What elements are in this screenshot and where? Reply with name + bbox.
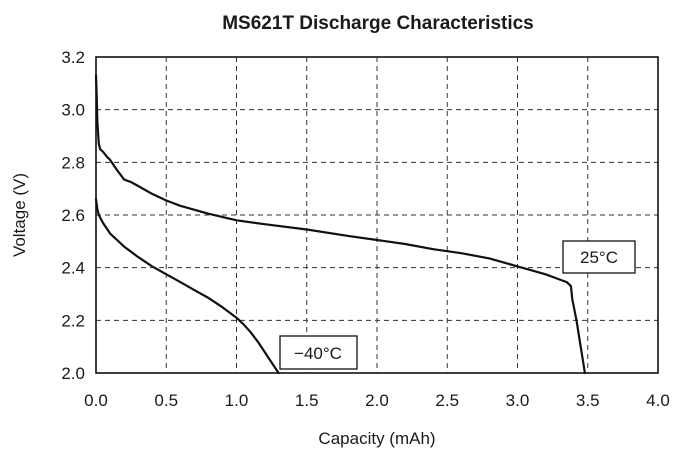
series-line-25c [94,74,586,375]
callout-minus40c-label: −40°C [294,344,342,363]
x-tick-label: 2.0 [365,391,389,410]
tick-labels: 0.0 0.5 1.0 1.5 2.0 2.5 3.0 3.5 4.0 2.0 2.2 2.4 2.6 2… [61,48,669,410]
callout-25c-label: 25°C [580,248,618,267]
y-tick-label: 2.2 [61,311,85,330]
series-line-minus40c [94,198,280,375]
callout-minus40c: −40°C [279,335,358,370]
y-tick-label: 2.4 [61,259,85,278]
y-tick-label: 3.2 [61,48,85,67]
x-tick-label: 2.5 [435,391,459,410]
y-tick-label: 2.8 [61,153,85,172]
callout-minus40c-box [279,335,358,370]
plot-frame [95,56,659,374]
callout-25c-box [562,240,636,274]
y-tick-label: 2.6 [61,206,85,225]
y-tick-label: 2.0 [61,364,85,383]
callout-25c: 25°C [562,240,636,274]
x-tick-label: 1.0 [225,391,249,410]
x-axis-label: Capacity (mAh) [318,429,435,448]
y-axis-label: Voltage (V) [10,173,29,257]
grid-lines [96,57,658,373]
chart-title: MS621T Discharge Characteristics [222,13,534,34]
x-tick-label: 0.0 [84,391,108,410]
x-tick-label: 1.5 [295,391,319,410]
x-tick-label: 0.5 [154,391,178,410]
y-tick-label: 3.0 [61,101,85,120]
series-lines [94,74,586,375]
x-tick-label: 3.5 [576,391,600,410]
x-tick-label: 4.0 [646,391,670,410]
x-tick-label: 3.0 [506,391,530,410]
